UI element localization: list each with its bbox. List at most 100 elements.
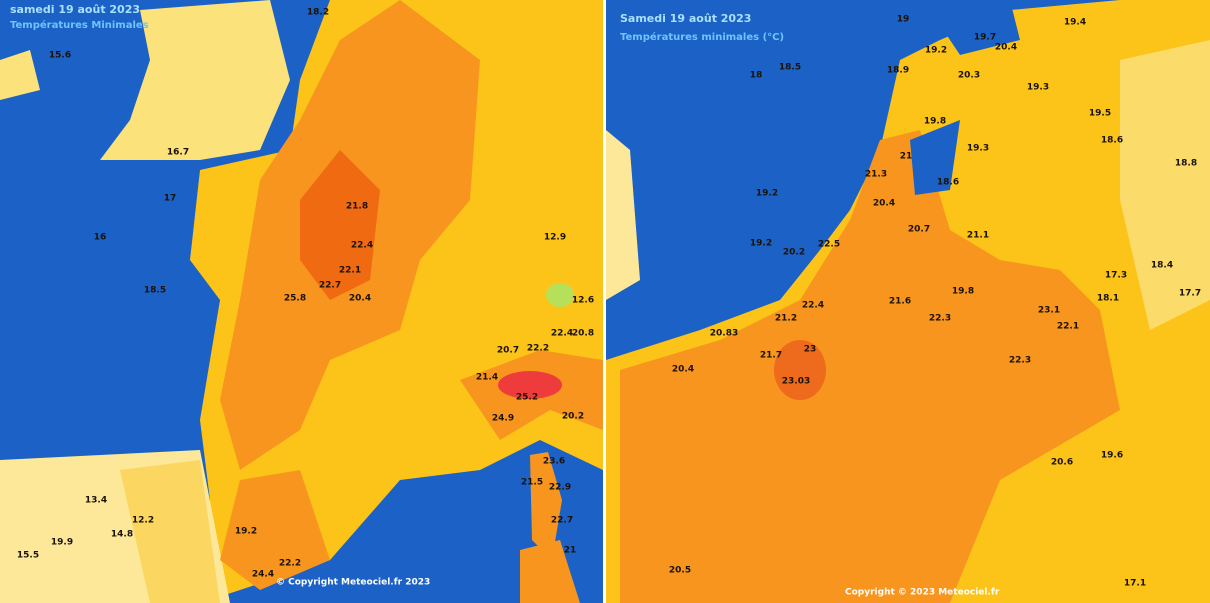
station-temperature: 23.6 [543, 457, 565, 467]
station-temperature: 20.4 [873, 199, 895, 209]
station-temperature: 20.4 [672, 365, 694, 375]
cool-zone [1120, 40, 1210, 330]
station-temperature: 17.3 [1105, 271, 1127, 281]
station-temperature: 20.2 [783, 248, 805, 258]
station-temperature: 15.6 [49, 51, 71, 61]
station-temperature: 20.7 [908, 225, 930, 235]
map-title: samedi 19 août 2023 [10, 3, 140, 16]
station-temperature: 18.2 [307, 8, 329, 18]
station-temperature: 16.7 [167, 148, 189, 158]
station-temperature: 17.1 [1124, 579, 1146, 589]
station-temperature: 19.5 [1089, 109, 1111, 119]
station-temperature: 22.3 [1009, 356, 1031, 366]
warm-zone [220, 470, 330, 590]
copyright: © Copyright Meteociel.fr 2023 [276, 578, 430, 588]
station-temperature: 16 [94, 233, 107, 243]
station-temperature: 22.9 [549, 483, 571, 493]
station-temperature: 18.5 [144, 286, 166, 296]
station-temperature: 22.4 [551, 329, 573, 339]
station-temperature: 21 [564, 546, 577, 556]
station-temperature: 19.4 [1064, 18, 1086, 28]
land [0, 50, 40, 100]
station-temperature: 19.8 [924, 117, 946, 127]
station-temperature: 19.2 [756, 189, 778, 199]
map-subtitle: Températures minimales (°C) [620, 31, 784, 43]
station-temperature: 18.8 [1175, 159, 1197, 169]
station-temperature: 18.1 [1097, 294, 1119, 304]
left-map: samedi 19 août 2023 Températures Minimal… [0, 0, 603, 603]
station-temperature: 15.5 [17, 551, 39, 561]
station-temperature: 25.8 [284, 294, 306, 304]
station-temperature: 19.3 [967, 144, 989, 154]
station-temperature: 19.2 [925, 46, 947, 56]
station-temperature: 22.3 [929, 314, 951, 324]
station-temperature: 18.9 [887, 66, 909, 76]
separator [603, 0, 606, 603]
lake [910, 120, 960, 195]
station-temperature: 14.8 [111, 530, 133, 540]
station-temperature: 20.8 [572, 329, 594, 339]
station-temperature: 18.6 [937, 178, 959, 188]
station-temperature: 19.3 [1027, 83, 1049, 93]
land [120, 460, 220, 603]
station-temperature: 19.9 [51, 538, 73, 548]
station-temperature: 19.2 [750, 239, 772, 249]
station-temperature: 17 [164, 194, 177, 204]
station-temperature: 23 [804, 345, 817, 355]
station-temperature: 20.5 [669, 566, 691, 576]
station-temperature: 22.7 [319, 281, 341, 291]
station-temperature: 12.2 [132, 516, 154, 526]
station-temperature: 19 [897, 15, 910, 25]
land [530, 452, 562, 560]
station-temperature: 24.4 [252, 570, 274, 580]
station-temperature: 19.7 [974, 33, 996, 43]
station-temperature: 22.1 [1057, 322, 1079, 332]
copyright: Copyright © 2023 Meteociel.fr [845, 588, 1000, 598]
warm-zone [300, 150, 380, 300]
warm-zone [620, 130, 1120, 603]
station-temperature: 21 [900, 152, 913, 162]
station-temperature: 18.5 [779, 63, 801, 73]
station-temperature: 22.1 [339, 266, 361, 276]
cool-zone [546, 283, 574, 307]
station-temperature: 13.4 [85, 496, 107, 506]
map-title: Samedi 19 août 2023 [620, 12, 751, 25]
station-temperature: 17.7 [1179, 289, 1201, 299]
station-temperature: 20.6 [1051, 458, 1073, 468]
station-temperature: 22.4 [802, 301, 824, 311]
station-temperature: 19.8 [952, 287, 974, 297]
station-temperature: 20.2 [562, 412, 584, 422]
right-map: Samedi 19 août 2023 Températures minimal… [606, 0, 1210, 603]
sea [930, 0, 1020, 55]
station-temperature: 21.5 [521, 478, 543, 488]
station-temperature: 22.7 [551, 516, 573, 526]
hot-zone [774, 340, 826, 400]
station-temperature: 21.2 [775, 314, 797, 324]
station-temperature: 21.8 [346, 202, 368, 212]
station-temperature: 20.3 [958, 71, 980, 81]
station-temperature: 18 [750, 71, 763, 81]
station-temperature: 19.6 [1101, 451, 1123, 461]
station-temperature: 20.83 [710, 329, 738, 339]
station-temperature: 21.1 [967, 231, 989, 241]
station-temperature: 21.7 [760, 351, 782, 361]
station-temperature: 20.7 [497, 346, 519, 356]
station-temperature: 21.6 [889, 297, 911, 307]
station-temperature: 24.9 [492, 414, 514, 424]
station-temperature: 21.4 [476, 373, 498, 383]
map-subtitle: Températures Minimales [10, 19, 149, 31]
station-temperature: 21.3 [865, 170, 887, 180]
land [520, 540, 580, 603]
station-temperature: 25.2 [516, 393, 538, 403]
station-temperature: 22.2 [279, 559, 301, 569]
station-temperature: 22.5 [818, 240, 840, 250]
station-temperature: 23.03 [782, 377, 810, 387]
station-temperature: 12.9 [544, 233, 566, 243]
station-temperature: 22.2 [527, 344, 549, 354]
station-temperature: 20.4 [995, 43, 1017, 53]
station-temperature: 18.4 [1151, 261, 1173, 271]
station-temperature: 23.1 [1038, 306, 1060, 316]
hot-zone [498, 371, 562, 399]
